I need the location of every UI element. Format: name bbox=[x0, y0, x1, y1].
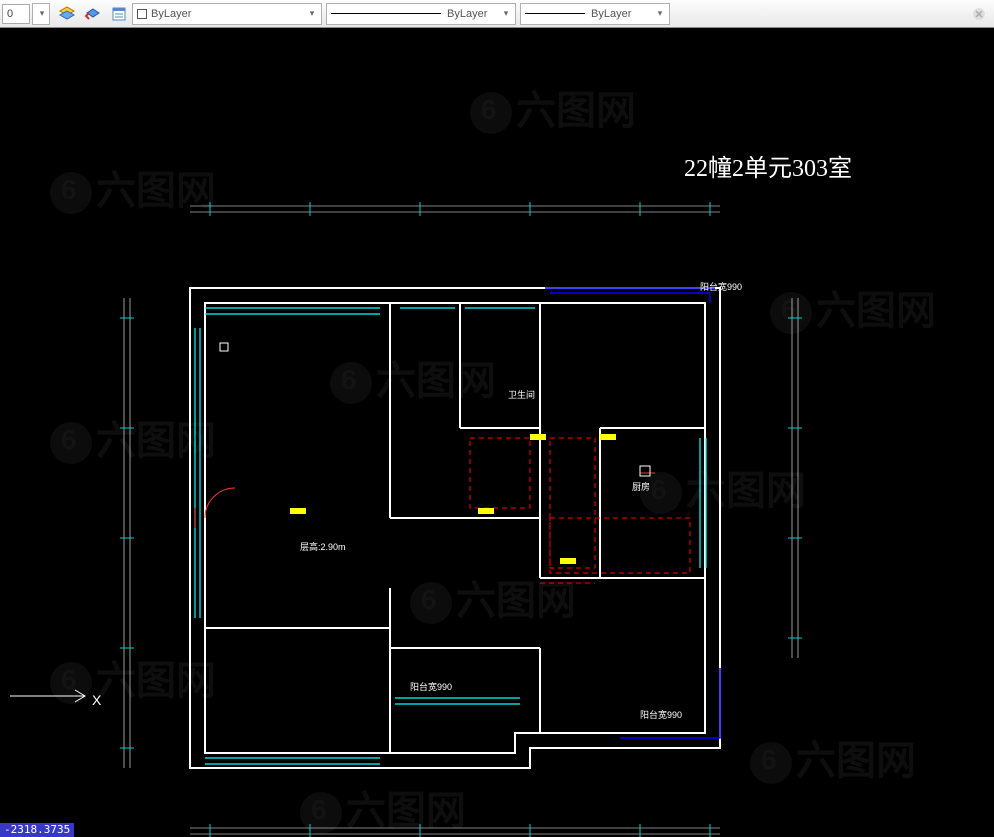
drawing-canvas[interactable]: 六图网六图网六图网六图网六图网六图网六图网六图网六图网六图网 bbox=[0, 28, 994, 837]
close-panel-icon[interactable] bbox=[967, 3, 991, 25]
lineweight-dropdown[interactable]: ByLayer ▾ bbox=[520, 3, 670, 25]
coord-input[interactable] bbox=[2, 4, 30, 24]
dropdown-small[interactable]: ▾ bbox=[32, 3, 50, 25]
room-label: 层高:2.90m bbox=[300, 540, 346, 553]
color-dropdown-label: ByLayer bbox=[151, 8, 191, 20]
room-label: 卫生间 bbox=[508, 388, 535, 401]
layer-manager-icon[interactable] bbox=[55, 3, 79, 25]
color-dropdown[interactable]: ByLayer ▾ bbox=[132, 3, 322, 25]
status-bar: -2318.3735 bbox=[0, 823, 74, 837]
axis-x-label: X bbox=[92, 692, 101, 708]
layer-previous-icon[interactable] bbox=[81, 3, 105, 25]
drawing-title: 22幢2单元303室 bbox=[684, 148, 852, 183]
room-label: 厨房 bbox=[632, 480, 650, 493]
color-swatch-icon bbox=[137, 9, 147, 19]
room-label: 阳台宽990 bbox=[640, 708, 682, 721]
yellow-marker bbox=[478, 508, 494, 514]
yellow-marker bbox=[600, 434, 616, 440]
linetype-dropdown[interactable]: ByLayer ▾ bbox=[326, 3, 516, 25]
yellow-marker bbox=[560, 558, 576, 564]
properties-icon[interactable] bbox=[107, 3, 131, 25]
lineweight-dropdown-label: ByLayer bbox=[591, 8, 631, 20]
lineweight-sample-icon bbox=[525, 13, 585, 14]
room-label: 阳台宽990 bbox=[410, 680, 452, 693]
yellow-marker bbox=[290, 508, 306, 514]
linetype-dropdown-label: ByLayer bbox=[447, 8, 487, 20]
room-label: 阳台宽990 bbox=[700, 280, 742, 293]
toolbar: ▾ ByLayer ▾ ByLayer ▾ ByLayer ▾ bbox=[0, 0, 994, 28]
linetype-sample-icon bbox=[331, 13, 441, 14]
yellow-marker bbox=[530, 434, 546, 440]
status-coords: -2318.3735 bbox=[4, 823, 70, 836]
